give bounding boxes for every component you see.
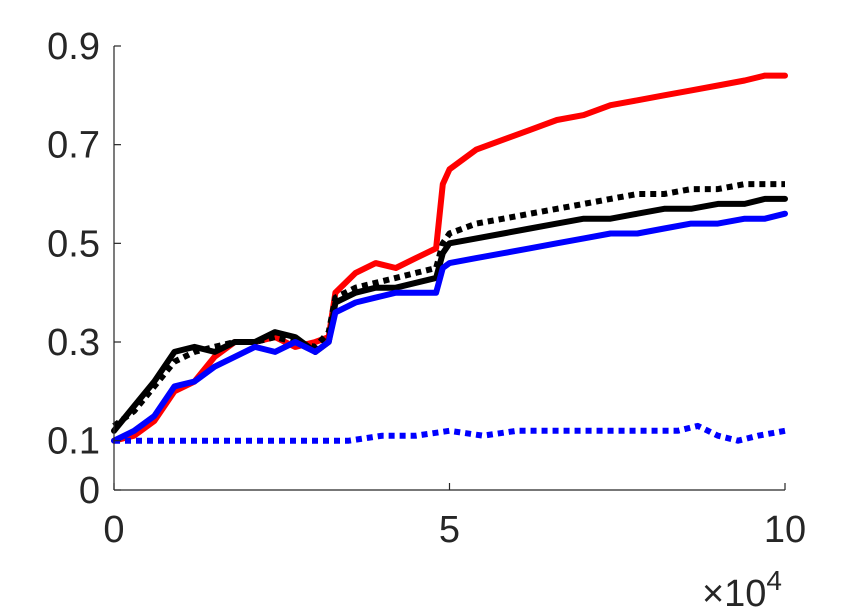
series-layer (111, 72, 788, 444)
y-tick-label: 0.3 (47, 322, 100, 364)
y-tick-label: 0 (79, 470, 100, 512)
x-exponent-base: ×10 (702, 573, 766, 615)
series-line-3 (111, 195, 788, 434)
y-tick-label: 0.7 (47, 125, 100, 167)
y-tick-label: 0.1 (47, 421, 100, 463)
x-axis-exponent: ×104 (702, 565, 782, 615)
series-line-4 (111, 210, 788, 444)
x-exponent-power: 4 (766, 565, 782, 596)
axes (113, 46, 785, 491)
y-tick-label: 0.5 (47, 223, 100, 265)
tick-layer: 0 0.1 0.3 0.5 0.7 0.9 0 5 10 (47, 26, 806, 551)
series-line-1 (111, 72, 788, 444)
x-tick-label: 0 (103, 509, 124, 551)
x-tick-label: 5 (439, 509, 460, 551)
y-tick-label: 0.9 (47, 26, 100, 68)
series-line-2 (112, 181, 785, 429)
x-tick-label: 10 (764, 509, 806, 551)
series-line-5 (114, 422, 786, 444)
